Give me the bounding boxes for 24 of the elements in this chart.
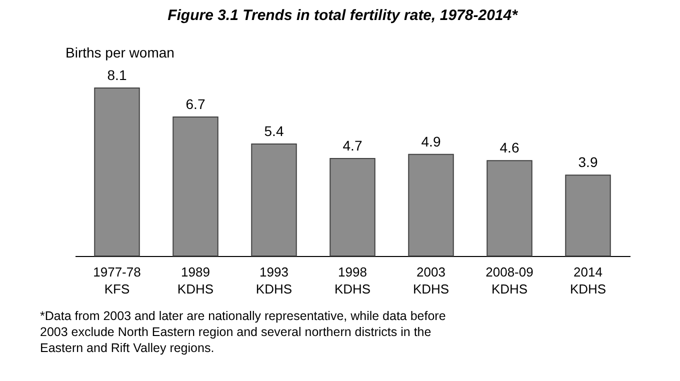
bar bbox=[565, 174, 611, 256]
bar bbox=[172, 116, 218, 256]
data-label: 6.7 bbox=[186, 96, 206, 112]
data-label: 4.9 bbox=[421, 133, 441, 150]
data-label: 4.6 bbox=[500, 140, 520, 156]
data-label: 3.9 bbox=[578, 154, 598, 170]
bar bbox=[94, 88, 140, 256]
x-tick-label: 1977-78 KFS bbox=[93, 264, 141, 296]
x-tick-label: 2008-09 KDHS bbox=[486, 264, 534, 296]
text: *Data from 2003 and later are nationally representative, while data before 2003 exclude North Eastern region and several northern districts in the Eastern and Rift Valley regions. bbox=[40, 309, 446, 355]
x-tick-label: 2003 KDHS bbox=[412, 264, 450, 296]
y-axis-title: Births per woman bbox=[66, 44, 174, 60]
chart-title: Figure 3.1 Trends in total fertility rate, 1978-2014* bbox=[168, 7, 519, 24]
x-tick-label: 1998 KDHS bbox=[334, 264, 371, 296]
bar bbox=[486, 160, 532, 256]
data-label: 5.4 bbox=[264, 123, 284, 139]
data-label: 4.7 bbox=[342, 138, 362, 154]
x-tick-label: 1989 KDHS bbox=[177, 264, 214, 296]
data-label: 8.1 bbox=[107, 67, 127, 83]
bar bbox=[251, 144, 297, 256]
x-tick-label: 2014 KDHS bbox=[570, 264, 606, 296]
bar bbox=[408, 154, 454, 256]
bar bbox=[330, 158, 376, 256]
x-tick-label: 1993 KDHS bbox=[256, 264, 292, 296]
